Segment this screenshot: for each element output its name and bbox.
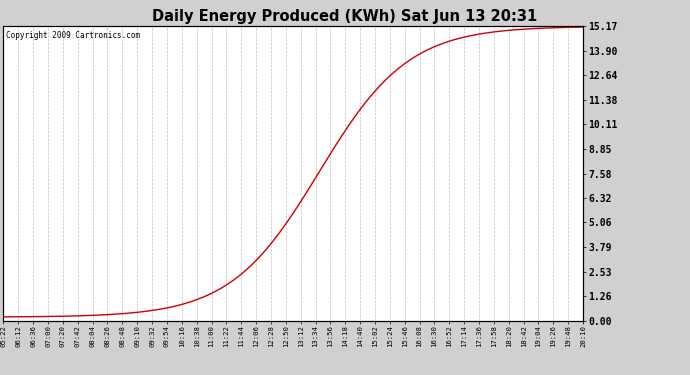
Text: Copyright 2009 Cartronics.com: Copyright 2009 Cartronics.com [6, 31, 141, 40]
Text: Daily Energy Produced (KWh) Sat Jun 13 20:31: Daily Energy Produced (KWh) Sat Jun 13 2… [152, 9, 538, 24]
